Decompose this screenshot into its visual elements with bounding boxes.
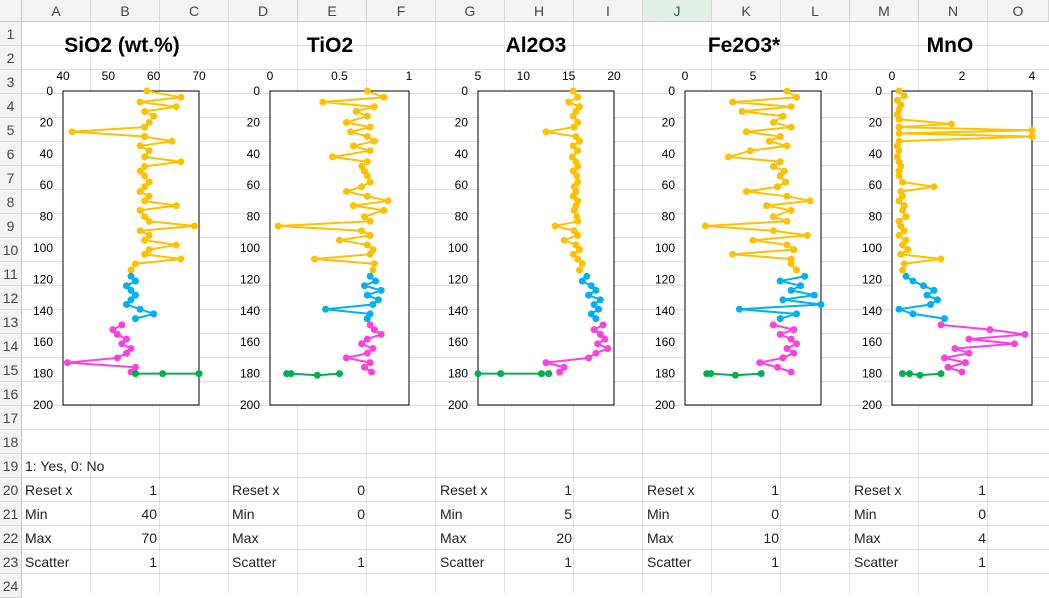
setting-scatter-value[interactable]: 1: [357, 554, 365, 570]
column-header-f[interactable]: F: [367, 0, 436, 22]
column-header-d[interactable]: D: [229, 0, 298, 22]
row-header-17[interactable]: 17: [0, 406, 22, 430]
row-header-3[interactable]: 3: [0, 70, 22, 94]
setting-min-value[interactable]: 0: [771, 506, 779, 522]
row-header-4[interactable]: 4: [0, 94, 22, 118]
row-header-19[interactable]: 19: [0, 454, 22, 478]
setting-min-label[interactable]: Min: [647, 506, 670, 522]
setting-min-label[interactable]: Min: [25, 506, 48, 522]
setting-max-value[interactable]: 10: [763, 530, 779, 546]
setting-reset-label[interactable]: Reset x: [232, 482, 280, 498]
column-header-l[interactable]: L: [781, 0, 850, 22]
setting-scatter-value[interactable]: 1: [564, 554, 572, 570]
setting-reset-value[interactable]: 1: [149, 482, 157, 498]
column-header-k[interactable]: K: [712, 0, 781, 22]
setting-min-value[interactable]: 0: [357, 506, 365, 522]
column-header-e[interactable]: E: [298, 0, 367, 22]
column-header-h[interactable]: H: [505, 0, 574, 22]
column-header-a[interactable]: A: [22, 0, 91, 22]
setting-reset-label[interactable]: Reset x: [440, 482, 488, 498]
column-header-b[interactable]: B: [91, 0, 160, 22]
setting-reset-value[interactable]: 1: [978, 482, 986, 498]
setting-scatter-label[interactable]: Scatter: [25, 554, 70, 570]
chart-title-3[interactable]: Fe2O3*: [707, 34, 781, 57]
row-header-24[interactable]: 24: [0, 574, 22, 598]
row-header-13[interactable]: 13: [0, 310, 22, 334]
setting-max-label[interactable]: Max: [25, 530, 52, 546]
row-header-2[interactable]: 2: [0, 46, 22, 70]
column-header-n[interactable]: N: [919, 0, 988, 22]
row-header-1[interactable]: 1: [0, 22, 22, 46]
column-header-g[interactable]: G: [436, 0, 505, 22]
setting-max-label[interactable]: Max: [854, 530, 881, 546]
setting-min-label[interactable]: Min: [854, 506, 877, 522]
chart-title-1[interactable]: TiO2: [306, 34, 354, 57]
row-header-15[interactable]: 15: [0, 358, 22, 382]
setting-min-value[interactable]: 5: [564, 506, 572, 522]
setting-scatter-label[interactable]: Scatter: [647, 554, 692, 570]
row-header-7[interactable]: 7: [0, 166, 22, 190]
setting-min-label[interactable]: Min: [440, 506, 463, 522]
row-header-6[interactable]: 6: [0, 142, 22, 166]
chart-title-2[interactable]: Al2O3: [505, 34, 567, 57]
setting-scatter-value[interactable]: 1: [978, 554, 986, 570]
setting-reset-value[interactable]: 1: [564, 482, 572, 498]
column-header-o[interactable]: O: [988, 0, 1049, 22]
chart-title-4[interactable]: MnO: [926, 34, 974, 57]
row-header-18[interactable]: 18: [0, 430, 22, 454]
setting-reset-label[interactable]: Reset x: [647, 482, 695, 498]
setting-max-label[interactable]: Max: [232, 530, 259, 546]
row-header-5[interactable]: 5: [0, 118, 22, 142]
setting-scatter-label[interactable]: Scatter: [440, 554, 485, 570]
select-all-corner[interactable]: [0, 0, 22, 22]
setting-scatter-value[interactable]: 1: [771, 554, 779, 570]
row-header-20[interactable]: 20: [0, 478, 22, 502]
row-header-21[interactable]: 21: [0, 502, 22, 526]
row-header-8[interactable]: 8: [0, 190, 22, 214]
setting-max-value[interactable]: 20: [556, 530, 572, 546]
column-header-j[interactable]: J: [643, 0, 712, 22]
setting-max-value[interactable]: 70: [141, 530, 157, 546]
setting-reset-value[interactable]: 0: [357, 482, 365, 498]
setting-min-value[interactable]: 0: [978, 506, 986, 522]
row-header-14[interactable]: 14: [0, 334, 22, 358]
row-header-12[interactable]: 12: [0, 286, 22, 310]
column-header-m[interactable]: M: [850, 0, 919, 22]
setting-reset-label[interactable]: Reset x: [25, 482, 73, 498]
setting-max-label[interactable]: Max: [647, 530, 674, 546]
row-header-11[interactable]: 11: [0, 262, 22, 286]
setting-min-label[interactable]: Min: [232, 506, 255, 522]
setting-scatter-label[interactable]: Scatter: [232, 554, 277, 570]
setting-max-value[interactable]: 4: [978, 530, 986, 546]
setting-reset-value[interactable]: 1: [771, 482, 779, 498]
row-header-22[interactable]: 22: [0, 526, 22, 550]
column-header-i[interactable]: I: [574, 0, 643, 22]
column-header-c[interactable]: C: [160, 0, 229, 22]
setting-max-label[interactable]: Max: [440, 530, 467, 546]
row-header-9[interactable]: 9: [0, 214, 22, 238]
row-header-16[interactable]: 16: [0, 382, 22, 406]
row-header-23[interactable]: 23: [0, 550, 22, 574]
legend-note[interactable]: 1: Yes, 0: No: [25, 458, 105, 474]
setting-min-value[interactable]: 40: [141, 506, 157, 522]
setting-scatter-label[interactable]: Scatter: [854, 554, 899, 570]
row-header-10[interactable]: 10: [0, 238, 22, 262]
setting-scatter-value[interactable]: 1: [149, 554, 157, 570]
chart-title-0[interactable]: SiO2 (wt.%): [64, 34, 180, 57]
setting-reset-label[interactable]: Reset x: [854, 482, 902, 498]
